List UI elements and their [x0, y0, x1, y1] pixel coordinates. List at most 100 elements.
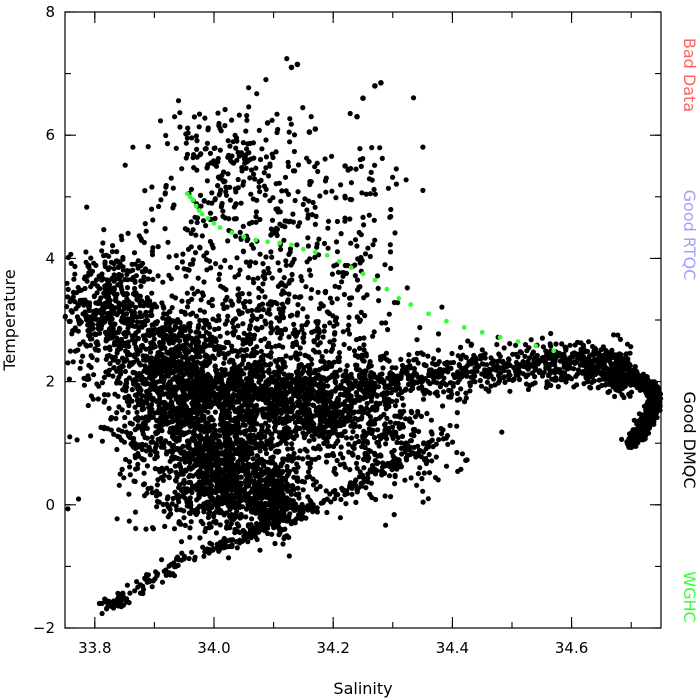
point	[82, 274, 88, 280]
point	[141, 239, 147, 246]
point	[304, 207, 310, 213]
point	[246, 221, 252, 227]
point	[144, 463, 150, 469]
point	[304, 314, 310, 320]
point	[354, 277, 361, 283]
point	[262, 420, 269, 426]
point	[81, 382, 87, 388]
point	[116, 300, 122, 306]
point	[197, 432, 203, 438]
point	[281, 305, 287, 311]
series-good-dmqc	[62, 56, 664, 617]
point	[411, 433, 417, 439]
point	[242, 304, 248, 310]
point	[132, 380, 138, 386]
point	[262, 192, 268, 198]
point	[312, 254, 318, 260]
point	[302, 446, 308, 452]
point	[143, 346, 149, 352]
point	[188, 311, 194, 317]
point	[95, 396, 101, 402]
point	[454, 410, 460, 416]
point	[323, 189, 329, 195]
point	[372, 237, 378, 243]
point	[353, 166, 359, 172]
point	[311, 436, 317, 442]
point	[144, 435, 150, 441]
point	[162, 190, 168, 196]
point	[194, 313, 200, 319]
point	[420, 488, 426, 494]
point	[225, 485, 231, 491]
point	[129, 387, 135, 393]
point	[234, 521, 240, 527]
point	[260, 469, 267, 475]
point	[288, 355, 294, 361]
point	[282, 174, 289, 180]
point	[129, 319, 135, 325]
point	[273, 149, 279, 155]
point	[393, 166, 399, 172]
point	[221, 371, 227, 377]
point	[132, 509, 139, 515]
point	[193, 133, 199, 139]
point	[125, 330, 131, 336]
point	[263, 362, 269, 368]
point	[337, 409, 343, 415]
point	[84, 343, 90, 349]
point	[368, 169, 374, 175]
point	[280, 456, 286, 462]
point	[388, 206, 394, 213]
point	[117, 275, 123, 281]
point	[124, 285, 131, 291]
point	[287, 116, 293, 122]
point	[186, 510, 192, 516]
point	[281, 237, 287, 243]
point	[148, 327, 154, 333]
point	[167, 468, 173, 475]
point	[341, 341, 347, 348]
point	[180, 333, 186, 339]
point	[101, 392, 108, 398]
point	[135, 423, 141, 429]
point	[205, 355, 212, 361]
point	[332, 427, 338, 433]
point	[327, 414, 334, 420]
point	[189, 388, 195, 394]
point	[224, 330, 230, 336]
point	[269, 254, 275, 260]
point	[150, 414, 156, 420]
point	[143, 228, 149, 234]
point	[220, 491, 226, 497]
point	[143, 414, 149, 420]
point	[177, 446, 184, 452]
point	[121, 475, 127, 481]
point	[242, 383, 248, 389]
point	[300, 306, 306, 312]
point	[206, 373, 213, 380]
point	[297, 425, 303, 431]
point	[131, 353, 137, 359]
point	[105, 392, 111, 398]
point	[198, 486, 204, 492]
point	[160, 354, 166, 360]
point	[313, 486, 320, 492]
point	[158, 444, 164, 450]
point	[274, 232, 280, 239]
point	[249, 353, 255, 359]
point	[172, 489, 178, 495]
point	[93, 277, 99, 283]
point	[216, 276, 222, 282]
point	[103, 252, 109, 258]
point	[139, 374, 145, 380]
point	[228, 521, 234, 527]
point	[172, 295, 179, 301]
point	[360, 435, 366, 442]
point	[108, 416, 114, 422]
point	[90, 396, 96, 402]
point	[190, 407, 197, 413]
point	[268, 436, 274, 442]
point	[303, 284, 309, 290]
point	[392, 403, 398, 409]
point	[285, 159, 291, 165]
